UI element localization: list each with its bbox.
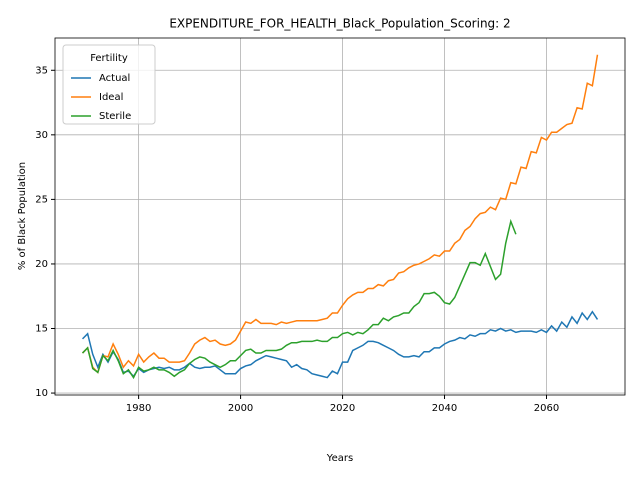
legend-title: Fertility [90, 53, 128, 64]
y-tick-label: 15 [35, 324, 48, 335]
legend-label: Ideal [99, 92, 123, 103]
x-tick-label: 2060 [534, 403, 559, 414]
data-line [81, 310, 599, 379]
y-tick-label: 30 [35, 130, 48, 141]
y-tick-label: 20 [35, 259, 48, 270]
legend-label: Sterile [99, 111, 131, 122]
y-tick-label: 25 [35, 194, 48, 205]
data-line [81, 218, 517, 380]
x-tick-label: 1980 [126, 403, 151, 414]
legend-label: Actual [99, 73, 130, 84]
x-tick-label: 2020 [330, 403, 355, 414]
x-axis-label: Years [326, 453, 353, 464]
x-tick-label: 2040 [432, 403, 457, 414]
chart-title: EXPENDITURE_FOR_HEALTH_Black_Population_… [169, 17, 510, 31]
y-tick-label: 10 [35, 388, 48, 399]
legend-box [62, 44, 156, 125]
plot-frame [54, 37, 626, 396]
y-axis-label: % of Black Population [17, 162, 28, 270]
data-line [81, 54, 599, 374]
x-tick-label: 2000 [228, 403, 253, 414]
y-tick-label: 35 [35, 65, 48, 76]
